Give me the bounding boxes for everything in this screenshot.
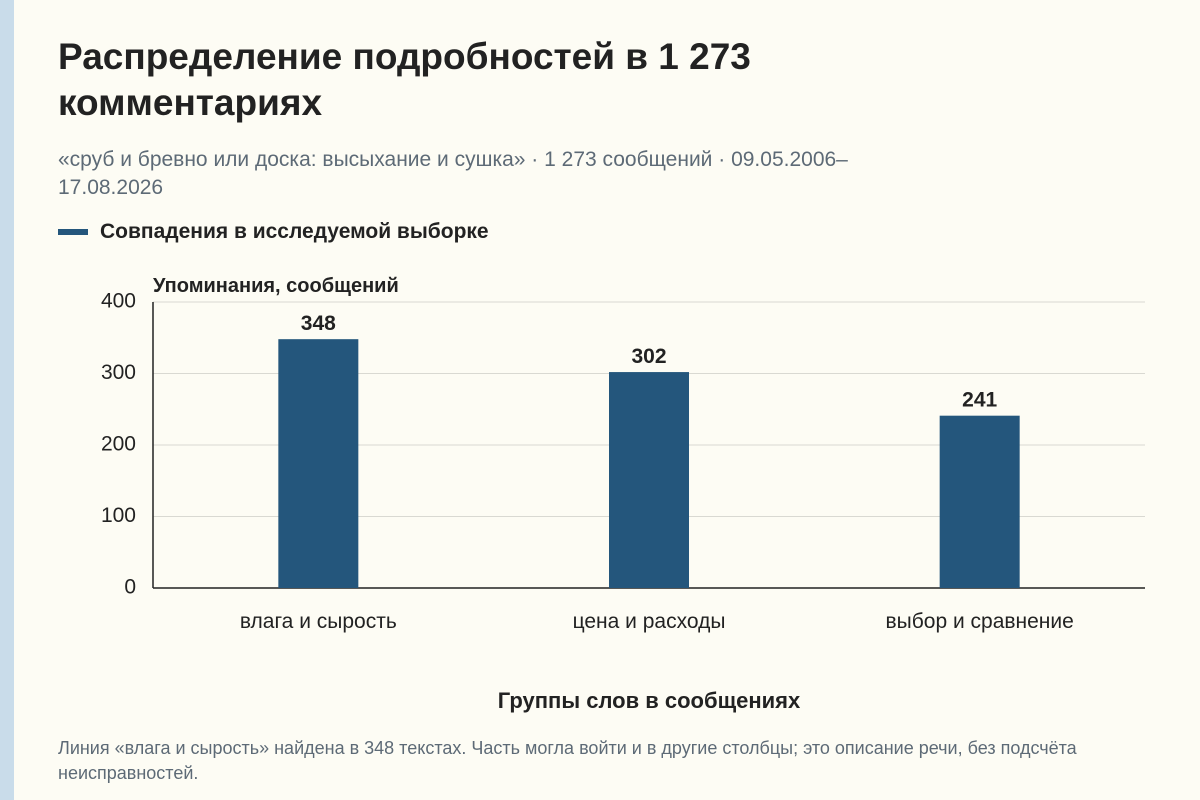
y-tick-label: 100 [101,504,136,527]
y-tick-label: 200 [101,433,136,456]
bar [609,372,689,588]
bar [939,415,1020,588]
x-tick-label: цена и расходы [573,610,726,633]
bar-value-label: 302 [631,345,666,368]
x-tick-label: выбор и сравнение [885,610,1073,633]
chart-title: Распределение подробностей в 1 273 комме… [58,36,751,123]
legend-label: Совпадения в исследуемой выборке [100,220,489,243]
y-axis-label: Упоминания, сообщений [153,275,399,297]
bar-value-label: 348 [301,312,336,335]
chart-caption: Линия «влага и сырость» найдена в 348 те… [58,738,1077,783]
left-accent-stripe [0,0,14,800]
y-tick-label: 300 [101,361,136,384]
bar [278,339,359,588]
y-tick-label: 400 [101,290,136,313]
x-axis-label: Группы слов в сообщениях [498,688,801,713]
legend-swatch [58,229,88,235]
legend: Совпадения в исследуемой выборке [58,218,489,246]
y-tick-label: 0 [124,576,136,599]
bar-value-label: 241 [962,389,997,412]
chart-subtitle: «сруб и бревно или доска: высыхание и су… [58,148,848,199]
x-tick-label: влага и сырость [240,610,397,633]
